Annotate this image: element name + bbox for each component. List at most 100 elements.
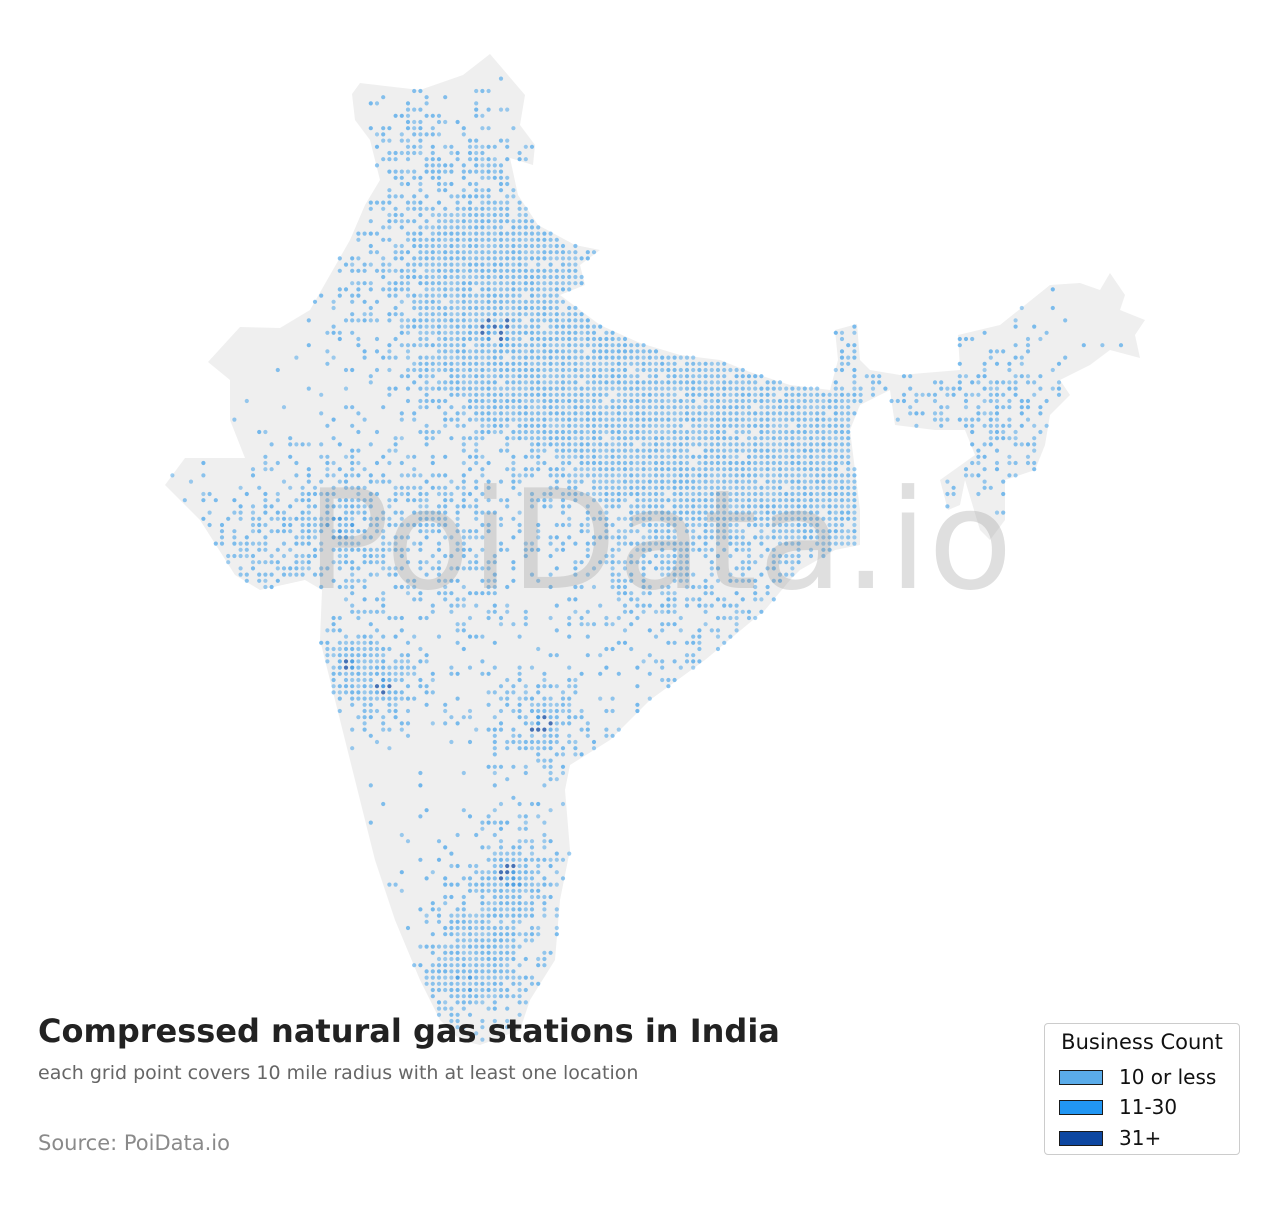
grid-point xyxy=(852,498,857,503)
grid-point xyxy=(560,250,566,255)
grid-point xyxy=(474,268,479,273)
grid-point xyxy=(554,721,559,726)
grid-point xyxy=(529,386,535,391)
grid-point xyxy=(722,454,727,459)
grid-point xyxy=(511,231,516,236)
grid-point xyxy=(846,473,851,478)
grid-point xyxy=(331,684,336,689)
grid-point xyxy=(567,733,572,738)
grid-point xyxy=(474,181,479,187)
grid-point xyxy=(523,268,528,273)
grid-point xyxy=(746,436,752,441)
grid-point xyxy=(436,312,442,317)
grid-point xyxy=(350,665,355,670)
grid-point xyxy=(492,169,497,174)
grid-point xyxy=(362,510,367,515)
grid-point xyxy=(852,349,857,354)
grid-point xyxy=(412,231,417,236)
grid-point xyxy=(653,367,659,373)
grid-point xyxy=(988,417,993,422)
grid-point xyxy=(914,398,919,404)
grid-point xyxy=(616,578,621,583)
grid-point xyxy=(622,498,628,503)
grid-point xyxy=(691,454,696,459)
grid-point xyxy=(827,423,832,428)
grid-point xyxy=(505,901,510,906)
grid-point xyxy=(616,560,621,565)
grid-point xyxy=(505,243,510,249)
grid-point xyxy=(536,870,541,875)
grid-point xyxy=(486,485,491,490)
grid-point xyxy=(790,417,795,422)
grid-point xyxy=(585,504,590,509)
grid-point xyxy=(846,398,851,404)
grid-point xyxy=(740,516,745,521)
grid-point xyxy=(319,411,324,416)
grid-point xyxy=(622,448,628,453)
grid-point xyxy=(976,411,981,416)
grid-point xyxy=(827,529,832,534)
grid-point xyxy=(672,405,677,410)
grid-point xyxy=(833,467,838,472)
grid-point xyxy=(461,535,466,540)
grid-point xyxy=(449,386,454,391)
grid-point xyxy=(480,262,485,267)
grid-point xyxy=(846,498,851,503)
grid-point xyxy=(846,423,851,428)
grid-point xyxy=(325,640,330,645)
grid-point xyxy=(486,144,491,149)
grid-point xyxy=(418,250,423,255)
grid-point xyxy=(486,727,491,732)
grid-point xyxy=(833,405,838,410)
grid-point xyxy=(821,454,826,459)
grid-point xyxy=(771,448,776,453)
grid-point xyxy=(827,510,832,515)
grid-point xyxy=(374,739,380,745)
grid-point xyxy=(660,498,665,503)
grid-point xyxy=(647,510,652,515)
grid-point xyxy=(536,814,541,819)
grid-point xyxy=(455,262,460,267)
grid-point xyxy=(573,336,578,342)
grid-point xyxy=(604,448,609,453)
grid-point xyxy=(505,963,510,968)
grid-point xyxy=(715,386,721,391)
grid-point xyxy=(498,281,504,286)
grid-point xyxy=(529,299,535,304)
grid-point xyxy=(579,429,584,435)
grid-point xyxy=(498,237,504,242)
grid-point xyxy=(523,615,528,621)
grid-point xyxy=(1007,473,1012,478)
grid-point xyxy=(498,944,504,949)
grid-point xyxy=(815,392,820,397)
grid-point xyxy=(486,702,491,707)
grid-point xyxy=(399,491,404,497)
grid-point xyxy=(331,504,336,509)
grid-point xyxy=(790,485,795,490)
grid-point xyxy=(368,535,373,540)
grid-point xyxy=(455,938,460,943)
grid-point xyxy=(610,336,615,342)
grid-point xyxy=(846,485,851,490)
grid-point xyxy=(505,777,510,782)
grid-point xyxy=(387,690,392,695)
grid-point xyxy=(1013,318,1018,323)
grid-point xyxy=(598,411,603,416)
grid-point xyxy=(430,324,435,329)
grid-point xyxy=(325,522,330,528)
grid-point xyxy=(734,374,739,379)
grid-point xyxy=(567,386,572,391)
grid-point xyxy=(480,231,485,236)
grid-point xyxy=(517,219,522,224)
grid-point xyxy=(591,491,597,497)
grid-point xyxy=(399,460,404,466)
grid-point xyxy=(511,380,516,385)
grid-point xyxy=(399,690,404,695)
grid-point xyxy=(474,944,479,949)
grid-point xyxy=(486,367,491,373)
grid-point xyxy=(356,281,361,286)
grid-point xyxy=(443,95,448,100)
grid-point xyxy=(666,529,671,534)
grid-point xyxy=(505,374,510,379)
grid-point xyxy=(529,330,535,335)
